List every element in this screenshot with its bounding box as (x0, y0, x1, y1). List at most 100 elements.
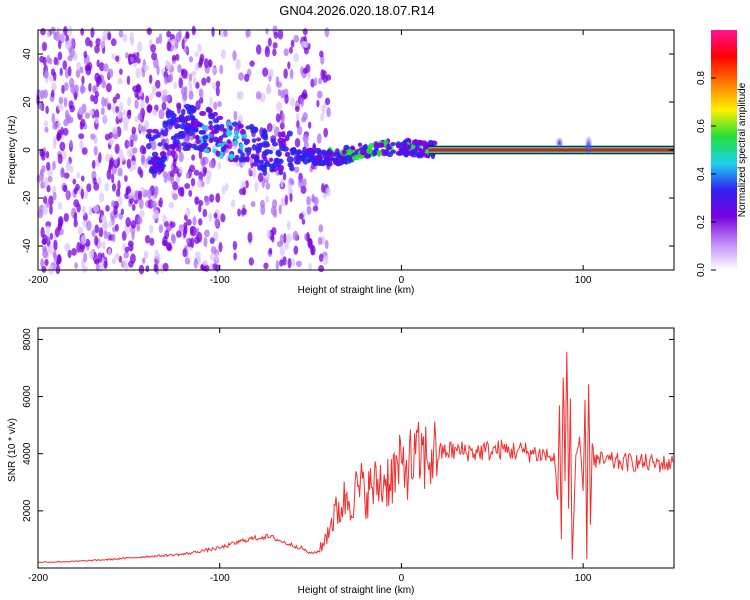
heatmap-cell (96, 59, 100, 68)
heatmap-cell (114, 223, 119, 232)
heatmap-cell (221, 185, 226, 195)
heatmap-cell (169, 221, 176, 229)
heatmap-cell (325, 161, 330, 167)
heatmap-cell (183, 116, 189, 123)
heatmap-cell (307, 238, 313, 249)
heatmap-cell (269, 68, 274, 78)
heatmap-cell (176, 230, 182, 238)
heatmap-cell (252, 167, 257, 179)
heatmap-cell (72, 178, 77, 185)
heatmap-cell (63, 25, 68, 37)
heatmap-cell (127, 96, 132, 107)
heatmap-cell (185, 171, 190, 179)
heatmap-cell (215, 150, 221, 157)
heatmap-cell (52, 160, 56, 171)
heatmap-cell (90, 133, 96, 140)
heatmap-cell (317, 236, 323, 246)
y-tick-label: 20 (22, 96, 33, 108)
heatmap-cell (323, 127, 329, 138)
heatmap-cell (195, 120, 201, 127)
heatmap-cell (142, 146, 147, 155)
heatmap-cell (232, 157, 239, 163)
heatmap-cell (73, 199, 80, 208)
heatmap-cell (183, 46, 189, 53)
heatmap-cell (62, 60, 68, 70)
heatmap-cell (137, 41, 143, 53)
heatmap-cell (65, 189, 71, 201)
heatmap-cell (107, 248, 112, 257)
heatmap-cell (107, 68, 114, 78)
heatmap-cell (69, 165, 74, 173)
spectrogram-x-ticks: -200 -100 0 100 (28, 30, 592, 286)
heatmap-cell (202, 208, 208, 218)
heatmap-cell (166, 30, 172, 38)
heatmap-cell (294, 105, 300, 112)
heatmap-cell (210, 246, 217, 255)
heatmap-cell (115, 188, 121, 197)
heatmap-cell (166, 149, 173, 157)
heatmap-cell (48, 74, 55, 82)
heatmap-cell (42, 234, 48, 245)
heatmap-cell (143, 64, 150, 72)
heatmap-cell (178, 166, 183, 174)
heatmap-cell (280, 89, 285, 99)
heatmap-cell (314, 154, 323, 161)
heatmap-cell (161, 102, 167, 111)
heatmap-cell (188, 73, 193, 82)
heatmap-cell (217, 161, 221, 170)
heatmap-cell (92, 85, 97, 94)
heatmap-cell (276, 240, 283, 248)
heatmap-cell (198, 218, 203, 226)
heatmap-cell (302, 133, 309, 144)
heatmap-cell (118, 102, 124, 112)
heatmap-cell (94, 235, 99, 246)
heatmap-cell (67, 25, 73, 37)
heatmap-cell (137, 216, 143, 225)
heatmap-cell (255, 91, 262, 100)
colorbar: 0.0 0.2 0.4 0.6 0.8 Normalized spectral ampl… (696, 30, 748, 277)
heatmap-cell (70, 83, 76, 94)
heatmap-cell (76, 241, 81, 253)
heatmap-cell (116, 110, 123, 120)
heatmap-cell (265, 28, 269, 35)
heatmap-cell (202, 135, 209, 140)
heatmap-cell (162, 89, 168, 96)
heatmap-cell (219, 64, 224, 75)
heatmap-cell (67, 249, 72, 259)
heatmap-cell (214, 218, 219, 228)
heatmap-cell (47, 244, 53, 255)
heatmap-cell (94, 44, 100, 54)
heatmap-cell (165, 59, 170, 70)
heatmap-cell (98, 152, 102, 164)
heatmap-cell (155, 91, 162, 98)
heatmap-cell (38, 102, 43, 110)
heatmap-cell (201, 124, 208, 131)
heatmap-cell (125, 185, 132, 195)
heatmap-cell (69, 139, 73, 148)
heatmap-cell (234, 130, 239, 136)
heatmap-cell (60, 126, 64, 136)
spectrogram-y-ticks: -40 -20 0 20 40 (22, 48, 674, 253)
heatmap-cell (126, 75, 131, 85)
heatmap-cell (219, 28, 226, 38)
snr-x-axis-label: Height of straight line (km) (298, 585, 415, 596)
heatmap-cell (155, 37, 160, 45)
heatmap-cell (403, 151, 409, 158)
heatmap-cell (110, 38, 117, 47)
heatmap-cell (164, 95, 171, 102)
heatmap-cell (395, 150, 401, 156)
heatmap-cell (410, 152, 417, 158)
heatmap-cell (316, 149, 324, 156)
heatmap-cell (108, 138, 115, 145)
heatmap-cell (146, 128, 153, 134)
heatmap-cell (94, 108, 100, 120)
heatmap-cell (286, 130, 293, 137)
heatmap-cell (268, 163, 276, 169)
heatmap-cell (277, 158, 284, 165)
heatmap-cell (171, 148, 176, 159)
heatmap-cell (172, 181, 178, 191)
heatmap-cell (271, 226, 277, 236)
heatmap-cell (73, 211, 78, 222)
